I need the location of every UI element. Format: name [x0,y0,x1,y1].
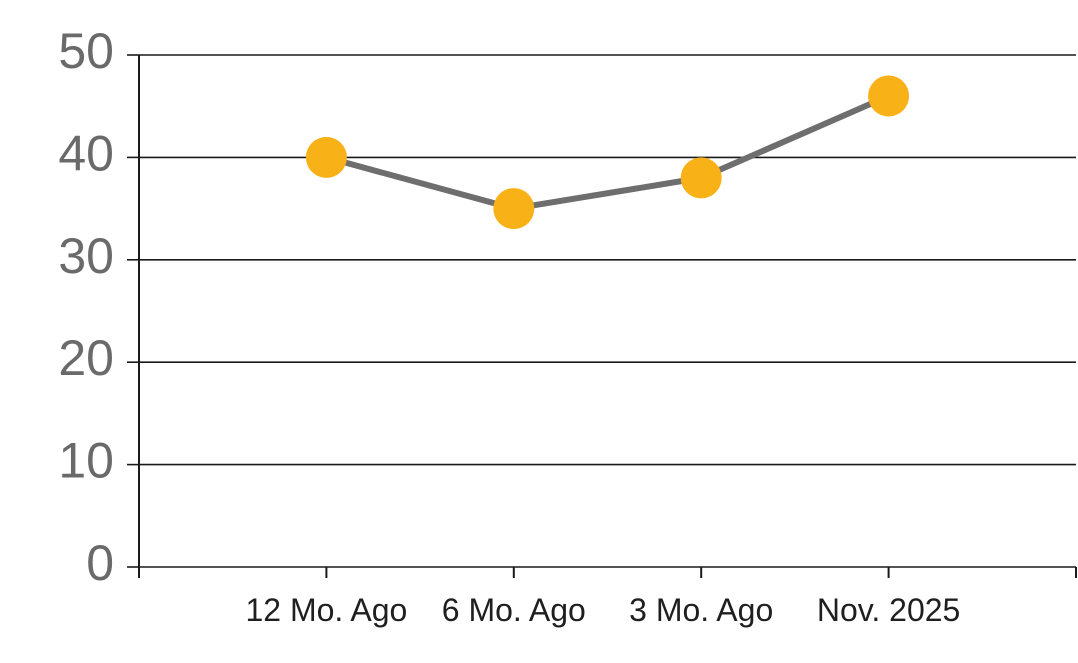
data-line [325,93,890,212]
x-axis-tick-label: Nov. 2025 [817,592,961,628]
y-axis-tick-label: 50 [58,23,114,79]
x-axis-tick-label: 6 Mo. Ago [442,592,586,628]
y-axis-tick-label: 0 [86,535,114,591]
y-axis-tick-label: 10 [58,433,114,489]
data-point [493,188,535,230]
x-axis-tick-label: 3 Mo. Ago [629,592,773,628]
y-axis-tick-label: 20 [58,330,114,386]
data-point [868,75,910,117]
data-point [305,136,347,178]
x-axis-tick-label: 12 Mo. Ago [245,592,407,628]
data-point [680,157,722,199]
y-axis-tick-label: 40 [58,125,114,181]
y-axis-tick-label: 30 [58,228,114,284]
